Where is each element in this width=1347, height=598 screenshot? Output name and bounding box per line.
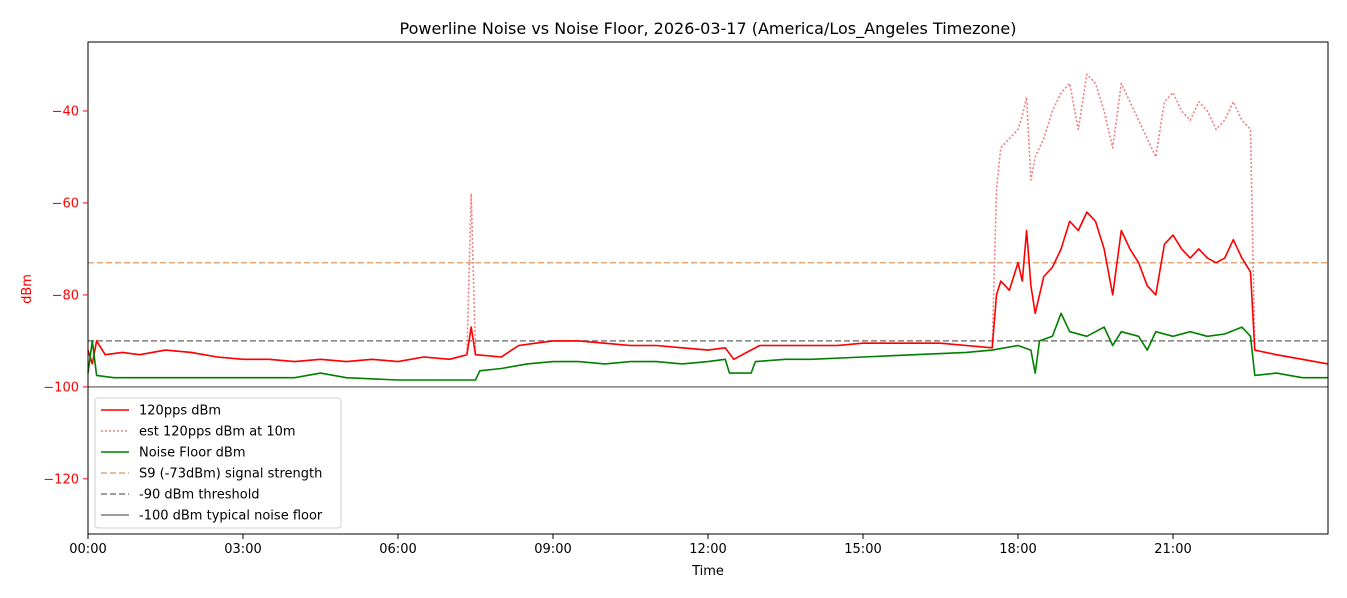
x-tick-label: 00:00 [69,542,106,557]
y-tick-label: −60 [52,196,79,211]
x-tick-label: 18:00 [999,542,1036,557]
x-tick-label: 06:00 [379,542,416,557]
legend-item-label: Noise Floor dBm [139,446,246,461]
x-tick-label: 12:00 [689,542,726,557]
x-axis-label: Time [691,564,724,579]
chart-title: Powerline Noise vs Noise Floor, 2026-03-… [400,19,1017,39]
series-line-2 [87,73,1329,365]
legend-box [94,397,342,529]
plot-area [87,73,1329,388]
legend-item-label: -90 dBm threshold [139,488,260,503]
y-axis: −40 −60 −80 −100 −120 [43,104,88,487]
x-tick-label: 15:00 [844,542,881,557]
y-tick-label: −120 [43,472,79,487]
legend-item-label: S9 (-73dBm) signal strength [139,467,322,482]
legend-item-label: est 120pps dBm at 10m [139,425,296,440]
y-tick-label: −40 [52,104,79,119]
legend-item-label: -100 dBm typical noise floor [139,509,323,524]
legend-item-label: 120pps dBm [139,404,221,419]
legend: 120pps dBm est 120pps dBm at 10m Noise Flo… [94,397,342,529]
x-tick-label: 03:00 [224,542,261,557]
y-tick-label: −100 [43,380,79,395]
x-tick-label: 21:00 [1154,542,1191,557]
series-line-1 [87,211,1329,365]
y-tick-label: −80 [52,288,79,303]
series-line-3 [87,312,1328,381]
x-tick-label: 09:00 [534,542,571,557]
x-axis: 00:00 03:00 06:00 09:00 12:00 15:00 18:00 21:00 [69,534,1192,557]
y-axis-label: dBm [20,274,35,304]
